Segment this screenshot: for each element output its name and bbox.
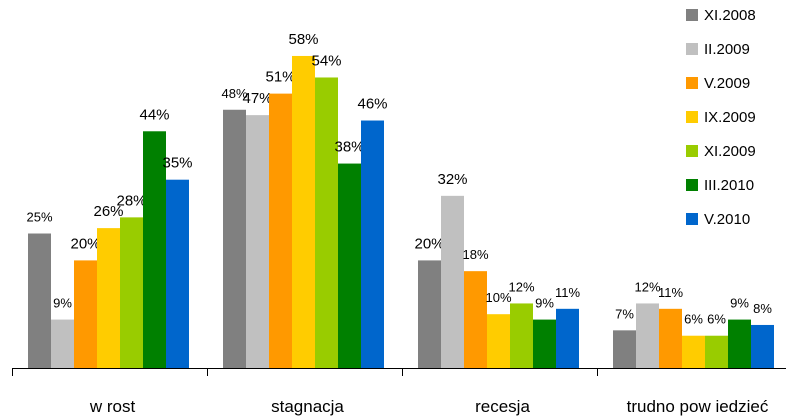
data-label: 20%	[70, 235, 100, 252]
legend-label: V.2009	[704, 75, 750, 92]
data-label: 26%	[93, 203, 123, 220]
legend-label: XI.2009	[704, 143, 756, 160]
bar-4-1	[315, 77, 338, 368]
data-label: 32%	[437, 171, 467, 188]
data-label: 11%	[555, 285, 580, 300]
legend-swatch	[686, 111, 698, 123]
data-label: 9%	[730, 296, 749, 311]
data-label: 12%	[508, 279, 534, 294]
category-label: w rost	[89, 397, 136, 416]
category-label: stagnacja	[271, 397, 344, 416]
data-label: 10%	[485, 290, 511, 305]
bar-6-0	[166, 179, 189, 368]
bar-5-1	[338, 163, 361, 368]
data-label: 38%	[334, 139, 364, 156]
legend-swatch	[686, 9, 698, 21]
legend-swatch	[686, 213, 698, 225]
bar-0-1	[223, 109, 246, 368]
legend-label: V.2010	[704, 211, 750, 228]
legend-swatch	[686, 145, 698, 157]
data-label: 51%	[265, 69, 295, 86]
bar-4-0	[120, 217, 143, 368]
category-label: recesja	[475, 397, 530, 416]
data-label: 9%	[53, 296, 72, 311]
data-label: 35%	[162, 155, 192, 172]
bar-5-3	[728, 319, 751, 368]
legend-label: XI.2008	[704, 7, 756, 24]
bar-1-1	[246, 115, 269, 368]
bar-1-2	[441, 195, 464, 368]
bar-0-2	[418, 260, 441, 368]
data-label: 11%	[658, 285, 683, 300]
bar-3-0	[97, 228, 120, 368]
bar-4-2	[510, 303, 533, 368]
bar-2-2	[464, 271, 487, 368]
data-label: 8%	[753, 301, 772, 316]
bar-6-1	[361, 120, 384, 369]
data-label: 46%	[357, 96, 387, 113]
data-label: 48%	[221, 86, 247, 101]
bar-5-0	[143, 131, 166, 368]
data-label: 12%	[634, 279, 660, 294]
bar-6-2	[556, 308, 579, 368]
bar-3-2	[487, 314, 510, 368]
data-label: 28%	[116, 192, 146, 209]
data-label: 6%	[707, 312, 726, 327]
data-label: 9%	[535, 296, 554, 311]
data-label: 58%	[288, 31, 318, 48]
bar-5-2	[533, 319, 556, 368]
data-label: 20%	[414, 235, 444, 252]
data-label: 47%	[242, 90, 272, 107]
category-label: trudno pow iedzieć	[627, 397, 769, 416]
bar-0-0	[28, 233, 51, 368]
legend-label: III.2010	[704, 177, 754, 194]
bar-2-1	[269, 93, 292, 369]
legend-swatch	[686, 77, 698, 89]
data-label: 44%	[139, 106, 169, 123]
data-label: 18%	[462, 247, 488, 262]
bar-2-3	[659, 308, 682, 368]
bar-3-3	[682, 335, 705, 368]
data-label: 54%	[311, 52, 341, 69]
bar-0-3	[613, 330, 636, 368]
data-label: 7%	[615, 306, 634, 321]
legend-swatch	[686, 179, 698, 191]
bar-4-3	[705, 335, 728, 368]
legend-swatch	[686, 43, 698, 55]
bar-1-0	[51, 319, 74, 368]
legend-label: II.2009	[704, 41, 750, 58]
bar-6-3	[751, 324, 774, 368]
bar-3-1	[292, 55, 315, 369]
bar-2-0	[74, 260, 97, 368]
bar-1-3	[636, 303, 659, 368]
data-label: 25%	[26, 210, 52, 225]
data-label: 6%	[684, 312, 703, 327]
legend-label: IX.2009	[704, 109, 756, 126]
